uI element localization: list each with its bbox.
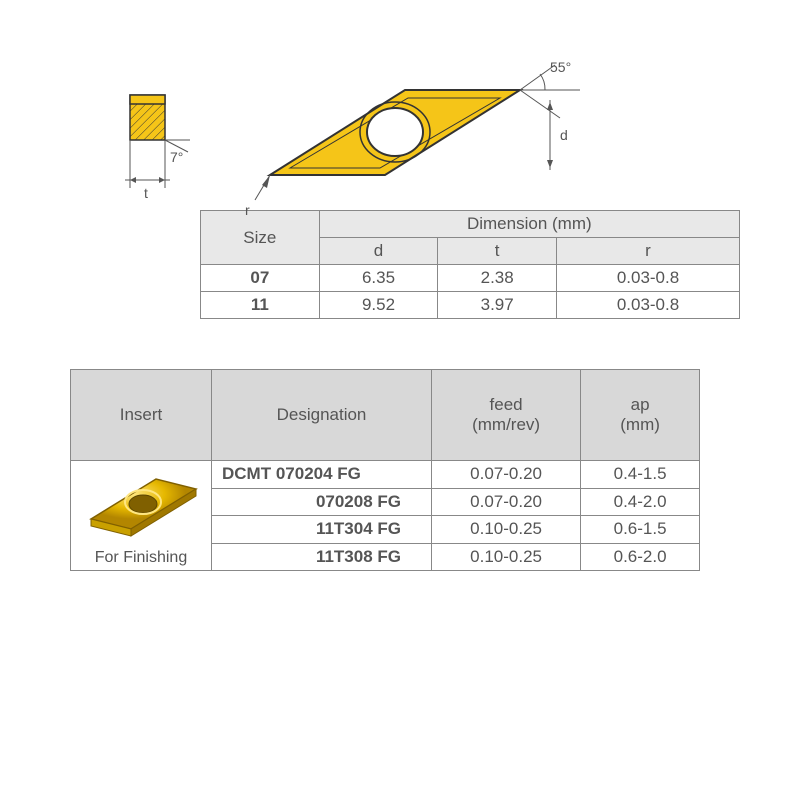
angle-7-label: 7°	[170, 149, 183, 165]
insert-icon	[81, 464, 201, 544]
diagram-area: 7° t 55°	[30, 30, 770, 220]
brand-label: DCMT	[222, 464, 271, 483]
insert-header: Insert	[71, 370, 212, 461]
r-label: r	[245, 202, 250, 218]
feed-header: feed (mm/rev)	[432, 370, 581, 461]
d-label: d	[560, 127, 568, 143]
table-row: For Finishing DCMT 070204 FG 0.07-0.20 0…	[71, 461, 700, 489]
angle-55-label: 55°	[550, 60, 571, 75]
ap-header: ap (mm)	[581, 370, 700, 461]
insert-caption: For Finishing	[81, 549, 201, 567]
insert-table: Insert Designation feed (mm/rev) ap (mm)	[70, 369, 700, 571]
table-row: 11 9.52 3.97 0.03-0.8	[201, 292, 740, 319]
side-view: 7° t	[110, 80, 220, 215]
t-label: t	[144, 185, 148, 201]
designation-header: Designation	[212, 370, 432, 461]
top-view: 55° d r	[240, 60, 620, 245]
table-row: 07 6.35 2.38 0.03-0.8	[201, 265, 740, 292]
